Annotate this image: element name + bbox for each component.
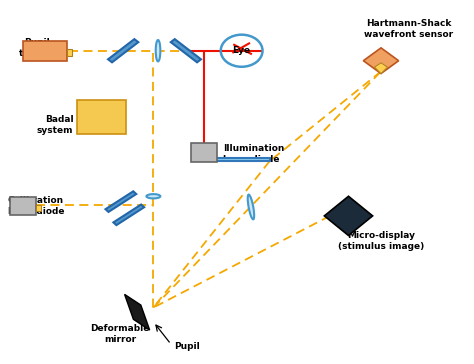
Text: Pupil: Pupil (174, 341, 200, 351)
Polygon shape (324, 196, 373, 236)
Text: Pupil
tracker: Pupil tracker (19, 38, 55, 58)
Polygon shape (108, 39, 138, 62)
Text: Micro-display
(stimulus image): Micro-display (stimulus image) (338, 231, 424, 251)
Text: Deformable
mirror: Deformable mirror (90, 324, 150, 344)
FancyBboxPatch shape (77, 100, 126, 134)
Polygon shape (364, 48, 399, 74)
Polygon shape (113, 205, 144, 225)
FancyBboxPatch shape (36, 205, 40, 211)
Polygon shape (106, 191, 136, 212)
Text: Eye: Eye (233, 46, 251, 55)
Text: Badal
system: Badal system (37, 115, 73, 135)
FancyBboxPatch shape (191, 143, 218, 162)
FancyBboxPatch shape (67, 49, 72, 56)
Polygon shape (171, 39, 201, 62)
Text: Illumination
laser diode: Illumination laser diode (223, 144, 284, 164)
FancyBboxPatch shape (10, 197, 36, 215)
Ellipse shape (146, 194, 160, 198)
Polygon shape (125, 294, 150, 330)
Ellipse shape (155, 40, 160, 62)
Text: Hartmann-Shack
wavefront sensor: Hartmann-Shack wavefront sensor (365, 19, 454, 39)
Text: Calibration
laser diode: Calibration laser diode (8, 196, 64, 216)
Polygon shape (374, 63, 388, 74)
Ellipse shape (248, 195, 254, 219)
FancyBboxPatch shape (23, 41, 67, 61)
FancyBboxPatch shape (216, 158, 270, 161)
